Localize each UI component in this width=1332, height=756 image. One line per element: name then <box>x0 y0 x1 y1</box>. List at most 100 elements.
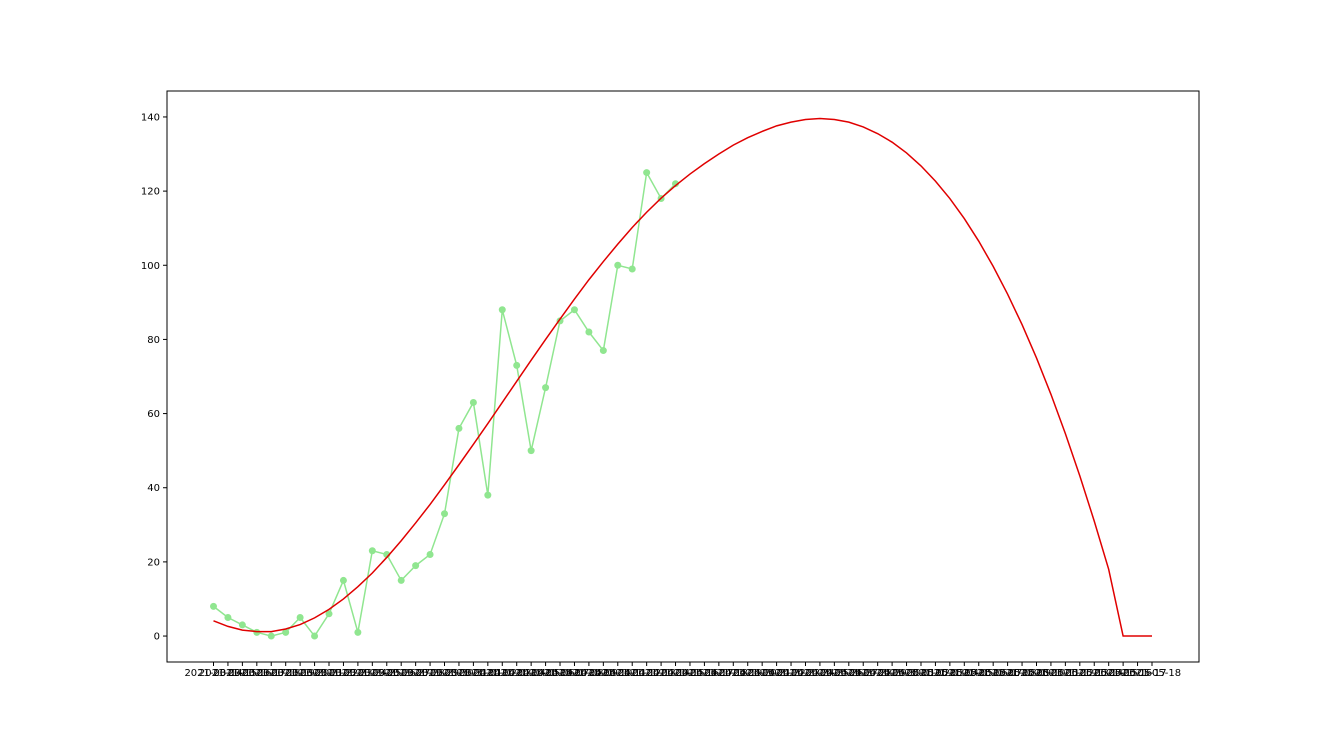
x-tick-label: 2021-04-03 <box>473 668 531 679</box>
x-tick-label: 2021-04-14 <box>632 668 690 679</box>
x-tick-label: 2021-03-18 <box>242 668 300 679</box>
x-tick-label: 2021-04-25 <box>791 668 849 679</box>
y-tick-label: 60 <box>147 409 160 420</box>
data-point <box>484 491 492 499</box>
x-tick-label: 2021-05-12 <box>1036 668 1094 679</box>
series-1 <box>213 117 1152 637</box>
x-tick-label: 2021-04-04 <box>488 668 546 679</box>
x-tick-label: 2021-03-29 <box>401 668 459 679</box>
x-tick-label: 2021-05-06 <box>950 668 1008 679</box>
plot-layer <box>210 117 1152 640</box>
data-point <box>210 602 217 610</box>
x-tick-label: 2021-05-17 <box>1108 668 1166 679</box>
data-point <box>368 547 376 555</box>
x-tick-label: 2021-04-27 <box>820 668 878 679</box>
y-tick-label: 20 <box>147 557 160 568</box>
y-tick-label: 0 <box>154 632 160 643</box>
data-point <box>354 628 362 636</box>
x-tick-label: 2021-05-13 <box>1051 668 1109 679</box>
y-tick-label: 80 <box>147 335 160 346</box>
x-tick-label: 2021-03-28 <box>387 668 445 679</box>
x-tick-label: 2021-05-05 <box>935 668 993 679</box>
x-tick-label: 2021-05-18 <box>1123 668 1181 679</box>
series-line <box>213 117 1152 637</box>
data-point <box>513 361 521 369</box>
data-point <box>224 614 232 622</box>
x-tick-label: 2021-03-17 <box>228 668 286 679</box>
x-tick-label: 2021-04-08 <box>545 668 603 679</box>
y-tick-label: 120 <box>141 187 160 198</box>
x-tick-label: 2021-04-28 <box>834 668 892 679</box>
data-point <box>455 424 463 432</box>
x-tick-label: 2021-03-14 <box>184 668 242 679</box>
x-tick-label: 2021-04-18 <box>690 668 748 679</box>
series-0 <box>210 169 680 640</box>
data-point <box>527 447 535 455</box>
axes-frame <box>166 90 1200 663</box>
y-tick-label: 100 <box>141 261 160 272</box>
data-point <box>599 347 607 355</box>
x-tick-label: 2021-04-09 <box>560 668 618 679</box>
x-tick-label: 2021-05-11 <box>1022 668 1080 679</box>
x-tick-label: 2021-04-02 <box>459 668 517 679</box>
x-tick-label: 2021-04-05 <box>502 668 560 679</box>
x-tick-label: 2021-04-17 <box>675 668 733 679</box>
x-tick-label: 2021-04-13 <box>618 668 676 679</box>
x-tick-label: 2021-04-11 <box>589 668 647 679</box>
x-tick-label: 2021-05-04 <box>921 668 979 679</box>
y-tick-label: 40 <box>147 483 160 494</box>
x-tick-label: 2021-04-29 <box>849 668 907 679</box>
series-line <box>213 170 677 638</box>
x-tick-label: 2021-03-23 <box>314 668 372 679</box>
x-tick-label: 2021-03-31 <box>430 668 488 679</box>
data-point <box>325 610 333 618</box>
x-tick-label: 2021-04-01 <box>444 668 502 679</box>
x-tick-label: 2021-03-20 <box>271 668 329 679</box>
data-point <box>643 169 651 177</box>
x-tick-label: 2021-05-01 <box>877 668 935 679</box>
x-tick-label: 2021-05-03 <box>906 668 964 679</box>
x-tick-label: 2021-04-19 <box>704 668 762 679</box>
x-tick-label: 2021-03-16 <box>213 668 271 679</box>
data-point <box>585 328 593 336</box>
data-point <box>296 614 304 622</box>
x-axis: 2021-03-142021-03-152021-03-162021-03-17… <box>184 662 1181 679</box>
x-tick-label: 2021-04-30 <box>863 668 921 679</box>
data-point <box>498 306 506 314</box>
data-point <box>412 562 420 570</box>
data-point <box>397 576 405 584</box>
x-tick-label: 2021-03-22 <box>300 668 358 679</box>
y-tick-label: 140 <box>141 112 160 123</box>
x-tick-label: 2021-05-07 <box>964 668 1022 679</box>
x-tick-label: 2021-04-20 <box>719 668 777 679</box>
x-tick-label: 2021-05-09 <box>993 668 1051 679</box>
x-tick-label: 2021-04-12 <box>603 668 661 679</box>
x-tick-label: 2021-04-21 <box>733 668 791 679</box>
x-tick-label: 2021-04-26 <box>805 668 863 679</box>
x-tick-label: 2021-03-25 <box>343 668 401 679</box>
x-tick-label: 2021-05-14 <box>1065 668 1123 679</box>
x-tick-label: 2021-03-27 <box>372 668 430 679</box>
x-tick-label: 2021-03-19 <box>257 668 315 679</box>
x-tick-label: 2021-04-24 <box>776 668 834 679</box>
data-point <box>441 510 449 518</box>
x-tick-label: 2021-03-21 <box>286 668 344 679</box>
x-tick-label: 2021-03-26 <box>358 668 416 679</box>
x-tick-label: 2021-04-10 <box>574 668 632 679</box>
x-tick-label: 2021-03-30 <box>415 668 473 679</box>
x-tick-label: 2021-04-06 <box>517 668 575 679</box>
data-point <box>614 261 622 269</box>
data-point <box>339 576 347 584</box>
x-tick-label: 2021-04-07 <box>531 668 589 679</box>
data-point <box>672 180 680 188</box>
data-point <box>267 632 275 640</box>
data-point <box>282 628 290 636</box>
data-point <box>542 384 550 392</box>
x-tick-label: 2021-03-24 <box>329 668 387 679</box>
x-tick-label: 2021-03-15 <box>199 668 257 679</box>
x-tick-label: 2021-04-22 <box>748 668 806 679</box>
data-point <box>238 621 246 629</box>
y-axis: 0 20 40 60 80 100 120 140 <box>141 112 167 643</box>
x-tick-label: 2021-05-02 <box>892 668 950 679</box>
